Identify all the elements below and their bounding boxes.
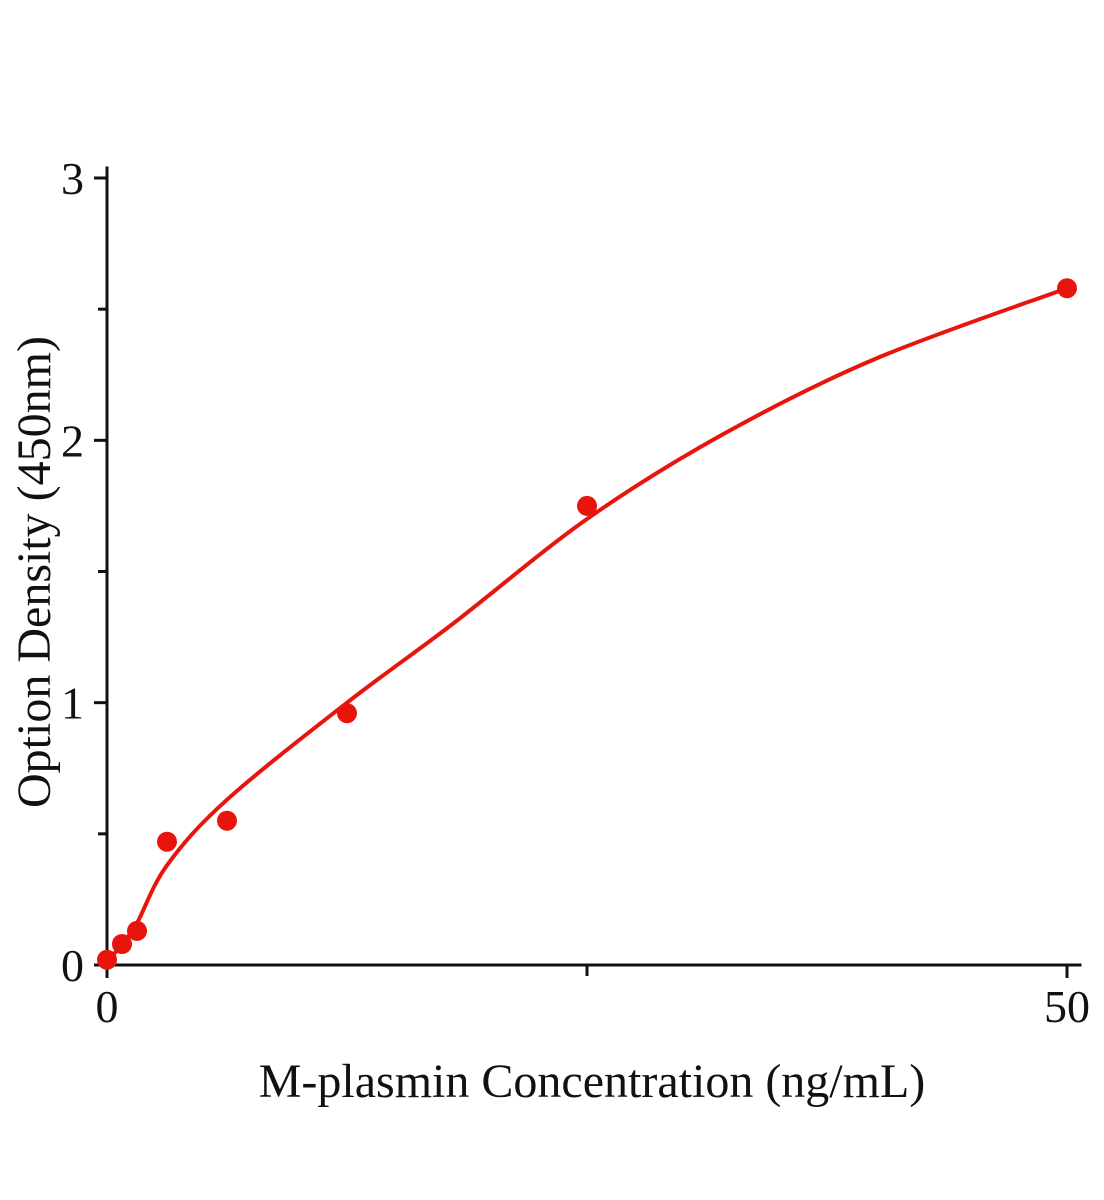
- data-point: [1057, 278, 1077, 299]
- x-tick-label: 50: [1044, 981, 1090, 1032]
- data-point: [217, 810, 237, 831]
- y-tick-label: 2: [61, 415, 84, 466]
- data-point: [97, 949, 117, 970]
- axis-tick-labels: 0 50 0 1 2 3: [61, 153, 1090, 1032]
- data-point: [157, 831, 177, 852]
- data-point: [577, 495, 597, 516]
- data-point: [112, 934, 132, 954]
- data-points: [97, 278, 1077, 970]
- y-tick-label: 1: [61, 678, 84, 729]
- y-tick-label: 3: [61, 153, 84, 204]
- y-tick-label: 0: [61, 940, 84, 991]
- axis-ticks: [94, 176, 1069, 978]
- y-axis-label: Option Density (450nm): [8, 336, 61, 808]
- axes: [105, 166, 1082, 967]
- data-point: [127, 920, 147, 941]
- x-tick-label: 0: [96, 981, 119, 1032]
- fit-curve-line: [105, 286, 1069, 965]
- x-axis-label: M-plasmin Concentration (ng/mL): [259, 1055, 926, 1108]
- data-point: [337, 703, 357, 724]
